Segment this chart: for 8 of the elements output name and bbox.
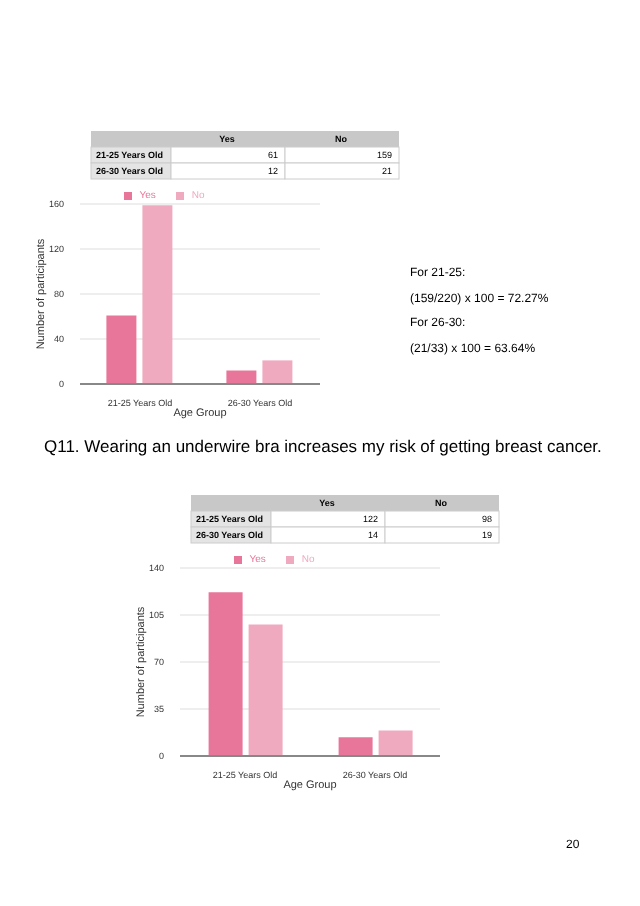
chart-title: Q11. Wearing an underwire bra increases my risk of getting breast cancer. <box>44 436 604 458</box>
bar <box>378 730 413 756</box>
bar <box>262 360 293 384</box>
bar <box>248 624 283 756</box>
bar <box>106 315 137 384</box>
bar <box>208 592 243 756</box>
bar <box>338 737 373 756</box>
bar <box>142 205 173 384</box>
